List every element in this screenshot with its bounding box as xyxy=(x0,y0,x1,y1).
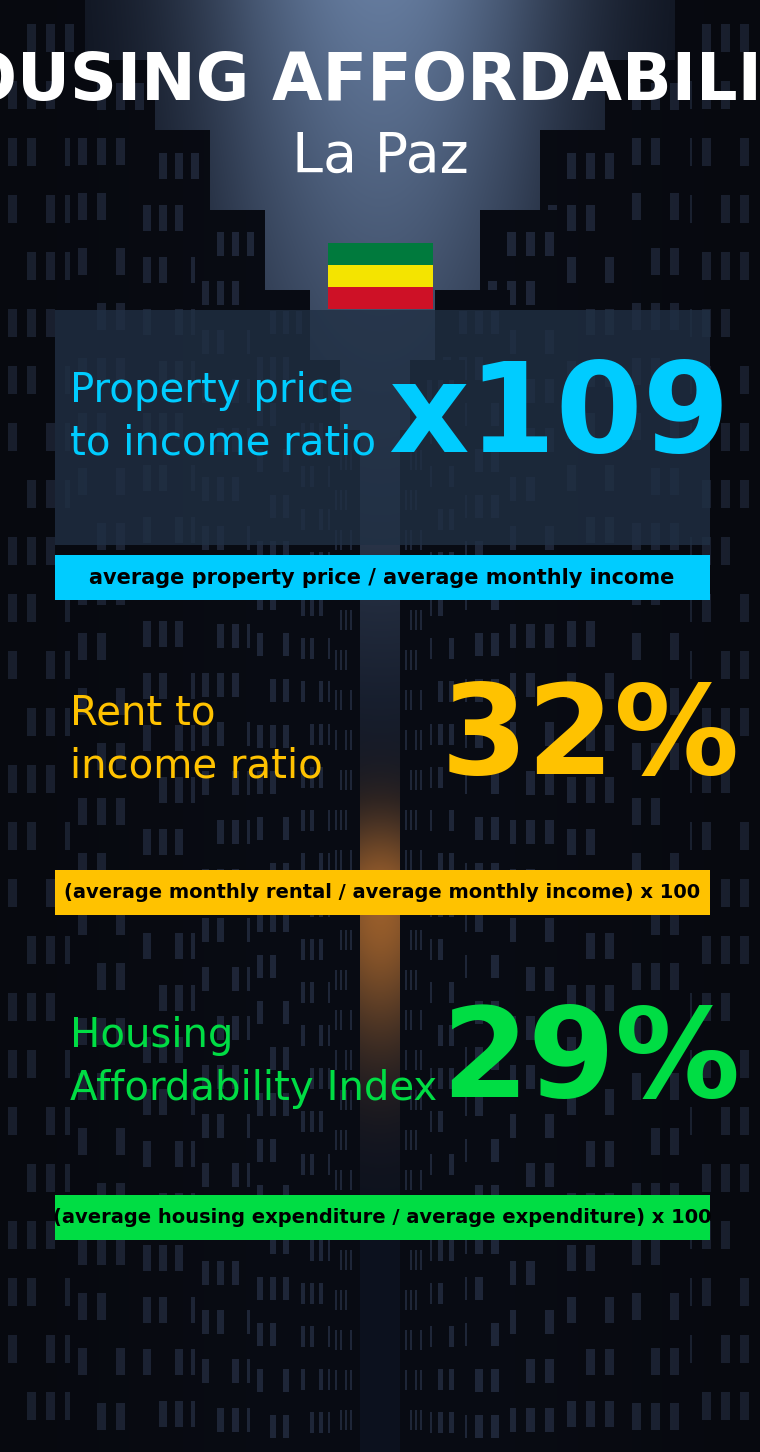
Text: 29%: 29% xyxy=(441,1002,740,1122)
Text: Rent to
income ratio: Rent to income ratio xyxy=(70,694,323,786)
Text: average property price / average monthly income: average property price / average monthly… xyxy=(90,568,675,588)
Text: (average housing expenditure / average expenditure) x 100: (average housing expenditure / average e… xyxy=(52,1208,711,1227)
Bar xyxy=(328,287,433,309)
Bar xyxy=(55,555,710,600)
Bar xyxy=(328,266,433,287)
Text: Housing
Affordability Index: Housing Affordability Index xyxy=(70,1016,437,1109)
Text: x109: x109 xyxy=(388,357,730,478)
Text: (average monthly rental / average monthly income) x 100: (average monthly rental / average monthl… xyxy=(64,883,700,902)
Bar xyxy=(55,870,710,915)
Text: HOUSING AFFORDABILITY: HOUSING AFFORDABILITY xyxy=(0,49,760,115)
Text: Property price
to income ratio: Property price to income ratio xyxy=(70,372,376,463)
Bar xyxy=(55,1195,710,1240)
Text: 32%: 32% xyxy=(441,680,740,800)
Text: La Paz: La Paz xyxy=(292,131,468,184)
Bar xyxy=(328,242,433,266)
Bar xyxy=(55,309,710,544)
